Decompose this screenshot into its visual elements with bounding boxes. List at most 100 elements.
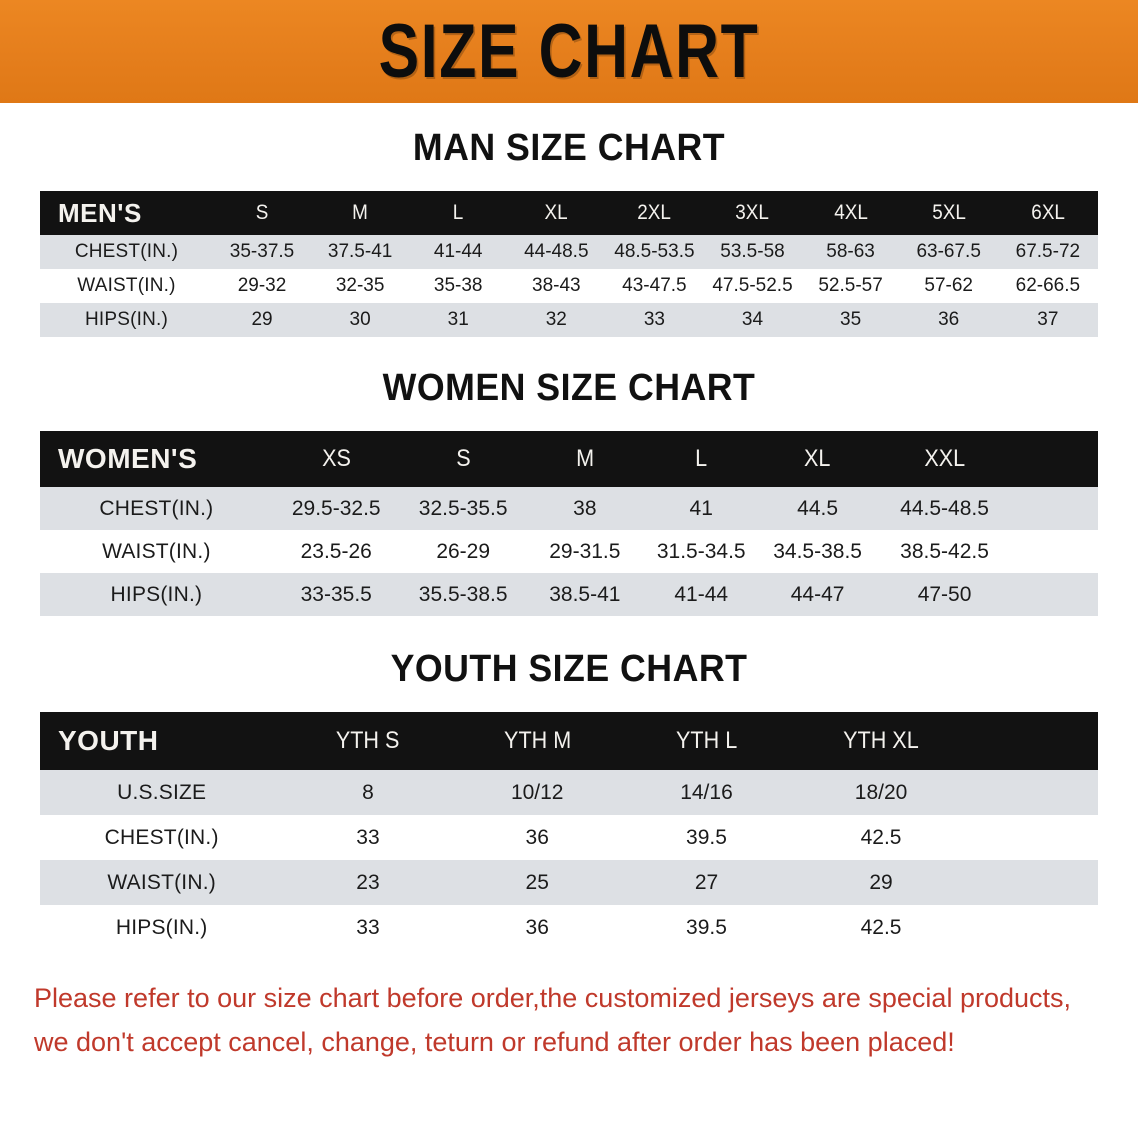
youth-row-label-hips: HIPS(IN.) [115,915,208,939]
man-size-header-m: M [352,201,368,224]
women-chest-s: 32.5-35.5 [418,496,508,520]
women-size-table-wrapper: WOMEN'S XS S M L XL XXL CHEST(IN.) 29.5-… [40,431,1098,616]
man-hips-2xl: 33 [643,309,665,330]
youth-table-head: YOUTH YTH S YTH M YTH L YTH XL [40,712,1098,770]
women-size-header-m: M [575,445,594,472]
man-row-label-chest: CHEST(IN.) [74,241,179,262]
man-waist-6xl: 62-66.5 [1015,275,1081,296]
disclaimer-note: Please refer to our size chart before or… [34,976,1104,1064]
man-chest-l: 41-44 [433,241,483,262]
man-size-table: MEN'S S M L XL 2XL 3XL 4XL 5XL 6XL CHEST [40,191,1098,337]
man-size-header-4xl: 4XL [833,201,868,224]
table-row: WAIST(IN.) 23.5-26 26-29 29-31.5 31.5-34… [40,530,1098,573]
man-table-head: MEN'S S M L XL 2XL 3XL 4XL 5XL 6XL [40,191,1098,235]
youth-ussize-m: 10/12 [510,780,564,804]
youth-ussize-l: 14/16 [680,780,733,804]
youth-hips-spacer [971,905,1098,950]
women-size-table: WOMEN'S XS S M L XL XXL CHEST(IN.) 29.5-… [40,431,1098,616]
women-row-label-waist: WAIST(IN.) [102,539,211,563]
man-size-header-2xl: 2XL [637,201,672,224]
women-hips-spacer [1013,573,1098,616]
man-waist-3xl: 47.5-52.5 [712,275,793,296]
women-size-header-xl: XL [804,445,831,472]
man-table-body: CHEST(IN.) 35-37.5 37.5-41 41-44 44-48.5… [40,235,1098,337]
table-row: CHEST(IN.) 33 36 39.5 42.5 [40,815,1098,860]
man-hips-6xl: 37 [1037,309,1059,330]
man-waist-m: 32-35 [335,275,385,296]
table-row: WAIST(IN.) 29-32 32-35 35-38 38-43 43-47… [40,269,1098,303]
man-chest-2xl: 48.5-53.5 [614,241,695,262]
youth-chest-l: 39.5 [686,825,727,849]
man-chest-s: 35-37.5 [229,241,295,262]
section-man: MAN SIZE CHART MEN'S S M L XL 2XL [0,127,1138,337]
page-title: SIZE CHART [378,8,760,94]
women-chest-xxl: 44.5-48.5 [900,496,989,520]
man-group-label: MEN'S [58,197,142,228]
man-waist-2xl: 43-47.5 [622,275,687,296]
youth-size-table: YOUTH YTH S YTH M YTH L YTH XL U.S.SIZE … [40,712,1098,950]
youth-header-spacer [977,712,1091,770]
women-chest-spacer [1013,487,1098,530]
women-chest-l: 41 [689,496,713,520]
man-size-header-s: S [255,201,269,224]
section-youth: YOUTH SIZE CHART YOUTH YTH S YTH M YTH L… [0,648,1138,950]
women-table-head: WOMEN'S XS S M L XL XXL [40,431,1098,487]
youth-waist-m: 25 [525,870,549,894]
youth-size-table-wrapper: YOUTH YTH S YTH M YTH L YTH XL U.S.SIZE … [40,712,1098,950]
youth-ussize-s: 8 [362,780,374,804]
man-size-header-5xl: 5XL [931,201,966,224]
youth-hips-s: 33 [356,915,380,939]
youth-hips-m: 36 [525,915,549,939]
women-hips-l: 41-44 [674,582,729,606]
man-hips-3xl: 34 [741,309,764,330]
section-title-women: WOMEN SIZE CHART [382,367,756,409]
youth-chest-spacer [971,815,1098,860]
man-hips-s: 29 [251,309,273,330]
page-banner: SIZE CHART [0,0,1138,103]
man-chest-4xl: 58-63 [826,241,875,262]
disclaimer-line-2: we don't accept cancel, change, teturn o… [34,1027,955,1057]
youth-header-row: YOUTH YTH S YTH M YTH L YTH XL [40,712,1098,770]
women-group-label: WOMEN'S [58,443,198,474]
man-chest-xl: 44-48.5 [524,241,589,262]
youth-ussize-xl: 18/20 [854,780,908,804]
youth-waist-xl: 29 [869,870,893,894]
youth-waist-l: 27 [694,870,719,894]
youth-chest-m: 36 [525,825,549,849]
youth-group-label: YOUTH [58,725,159,756]
man-chest-3xl: 53.5-58 [720,241,785,262]
women-header-spacer [1018,431,1094,487]
table-row: HIPS(IN.) 29 30 31 32 33 34 35 36 37 [40,303,1098,337]
section-title-man: MAN SIZE CHART [412,127,726,169]
man-row-label-hips: HIPS(IN.) [84,309,169,330]
man-size-table-wrapper: MEN'S S M L XL 2XL 3XL 4XL 5XL 6XL CHEST [40,191,1098,337]
man-hips-l: 31 [447,309,469,330]
man-size-header-xl: XL [544,201,568,224]
youth-ussize-spacer [971,770,1098,815]
women-hips-s: 35.5-38.5 [418,582,508,606]
women-hips-m: 38.5-41 [549,582,621,606]
women-waist-xxl: 38.5-42.5 [900,539,989,563]
youth-chest-s: 33 [356,825,380,849]
women-waist-spacer [1013,530,1098,573]
section-women: WOMEN SIZE CHART WOMEN'S XS S M L XL [0,367,1138,616]
youth-waist-s: 23 [356,870,380,894]
man-hips-5xl: 36 [938,309,960,330]
man-hips-m: 30 [349,309,371,330]
women-hips-xs: 33-35.5 [300,582,372,606]
man-chest-m: 37.5-41 [327,241,393,262]
table-row: CHEST(IN.) 29.5-32.5 32.5-35.5 38 41 44.… [40,487,1098,530]
man-size-header-3xl: 3XL [735,201,770,224]
man-hips-xl: 32 [545,309,567,330]
women-waist-s: 26-29 [436,539,491,563]
man-row-label-waist: WAIST(IN.) [77,275,176,296]
table-row: HIPS(IN.) 33 36 39.5 42.5 [40,905,1098,950]
women-hips-xxl: 47-50 [917,582,972,606]
women-chest-xl: 44.5 [797,496,839,520]
women-waist-m: 29-31.5 [549,539,621,563]
youth-size-header-s: YTH S [336,727,400,754]
man-chest-5xl: 63-67.5 [916,241,981,262]
man-waist-xl: 38-43 [532,275,581,296]
women-row-label-chest: CHEST(IN.) [99,496,214,520]
women-size-header-s: S [455,445,471,472]
